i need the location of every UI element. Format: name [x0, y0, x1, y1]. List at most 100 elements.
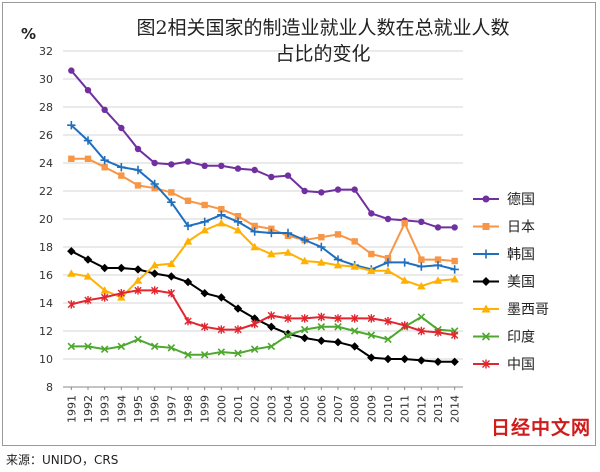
- data-point: [184, 351, 192, 359]
- x-tick-label: 1998: [182, 395, 195, 423]
- data-point: [217, 219, 226, 227]
- data-point: [134, 335, 142, 344]
- data-point: [433, 261, 443, 270]
- data-point: [68, 67, 75, 74]
- y-tick-label: 28: [39, 101, 53, 114]
- data-point: [383, 266, 393, 274]
- data-point: [417, 282, 426, 290]
- data-point: [450, 357, 459, 366]
- data-point: [284, 331, 292, 339]
- series-line-0: [70, 69, 455, 229]
- data-point: [217, 348, 226, 356]
- x-tick-label: 2000: [215, 395, 228, 423]
- data-point: [481, 249, 491, 259]
- data-point: [300, 325, 309, 334]
- data-point: [217, 210, 226, 219]
- y-tick-label: 12: [39, 325, 53, 338]
- x-tick-label: 2012: [415, 395, 428, 423]
- x-tick-label: 2013: [432, 395, 445, 423]
- data-point: [150, 261, 159, 269]
- y-tick-label: 10: [39, 353, 53, 366]
- data-point: [234, 165, 242, 172]
- y-tick-label: 32: [39, 45, 53, 58]
- data-point: [84, 155, 92, 162]
- y-tick-label: 26: [39, 129, 53, 142]
- data-point: [150, 286, 159, 295]
- data-point: [318, 189, 325, 196]
- y-tick-label: 16: [39, 269, 53, 282]
- data-point: [84, 342, 92, 351]
- x-tick-label: 2008: [349, 395, 362, 423]
- data-point: [350, 314, 359, 323]
- data-point: [201, 162, 208, 169]
- legend-label: 墨西哥: [507, 302, 549, 318]
- data-point: [400, 354, 409, 364]
- data-point: [333, 338, 343, 347]
- data-point: [167, 272, 176, 281]
- data-point: [251, 222, 258, 230]
- data-point: [117, 342, 126, 351]
- data-point: [400, 258, 409, 267]
- data-point: [451, 224, 458, 231]
- y-axis-unit-label: %: [21, 25, 37, 43]
- data-point: [150, 179, 159, 189]
- data-point: [101, 164, 108, 171]
- data-point: [417, 356, 426, 365]
- data-point: [67, 247, 76, 256]
- data-point: [168, 161, 175, 168]
- data-point: [117, 263, 126, 273]
- data-point: [481, 277, 491, 286]
- data-point: [418, 218, 425, 225]
- data-point: [134, 145, 142, 153]
- data-point: [200, 351, 209, 359]
- data-point: [267, 311, 276, 320]
- data-point: [68, 155, 75, 162]
- data-point: [83, 272, 93, 280]
- data-point: [367, 331, 376, 339]
- data-point: [317, 312, 326, 322]
- data-point: [267, 322, 276, 331]
- data-point: [318, 234, 325, 241]
- data-point: [384, 335, 392, 344]
- data-point: [334, 323, 342, 331]
- data-point: [350, 342, 359, 351]
- data-point: [84, 296, 92, 305]
- data-point: [183, 277, 193, 287]
- x-tick-label: 2003: [265, 395, 278, 423]
- data-point: [100, 286, 109, 294]
- data-point: [83, 136, 93, 145]
- y-tick-label: 8: [46, 381, 53, 394]
- data-point: [117, 289, 126, 298]
- y-tick-label: 24: [39, 157, 53, 170]
- data-point: [118, 172, 125, 179]
- data-point: [151, 159, 158, 167]
- data-point: [150, 342, 159, 351]
- data-point: [218, 206, 225, 213]
- data-point: [284, 314, 292, 323]
- data-point: [101, 106, 108, 114]
- data-point: [268, 173, 275, 181]
- data-point: [367, 314, 376, 323]
- data-point: [368, 250, 375, 258]
- data-point: [300, 235, 309, 245]
- data-point: [417, 262, 426, 271]
- data-point: [334, 186, 342, 193]
- x-tick-label: 1991: [65, 395, 78, 423]
- x-tick-label: 1997: [165, 395, 178, 423]
- watermark-logo: 日经中文网: [491, 417, 592, 439]
- x-tick-label: 1993: [99, 395, 112, 423]
- data-point: [100, 263, 109, 273]
- data-point: [217, 325, 226, 334]
- data-point: [317, 323, 326, 331]
- data-point: [450, 275, 459, 283]
- data-point: [267, 228, 276, 238]
- data-point: [481, 304, 491, 313]
- chart-frame: 8 10 12 14 16 18 20 22 24 26 28 30 32 1991 1992 1993 199…: [2, 2, 596, 446]
- data-point: [417, 313, 426, 321]
- data-point: [67, 300, 76, 309]
- data-point: [367, 266, 376, 274]
- data-point: [433, 276, 443, 284]
- data-point: [434, 224, 442, 231]
- series-line-3: [70, 250, 455, 363]
